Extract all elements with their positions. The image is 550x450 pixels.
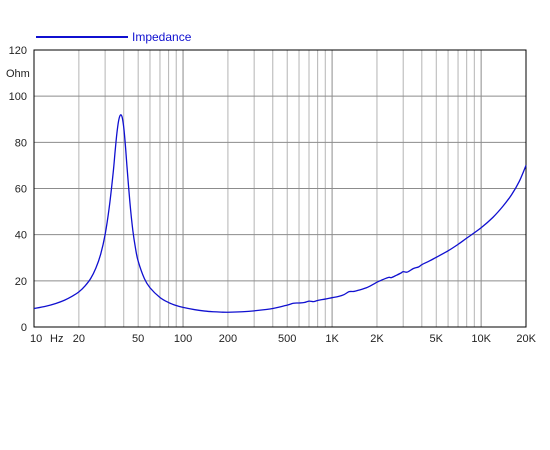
legend: Impedance xyxy=(36,30,192,44)
series-line-impedance xyxy=(33,114,527,313)
x-tick-label: 1K xyxy=(325,333,339,345)
y-tick-label: 40 xyxy=(15,230,27,242)
x-tick-label: 50 xyxy=(132,333,144,345)
x-tick-label: 10K xyxy=(471,333,491,345)
x-axis-unit-label: Hz xyxy=(50,333,63,345)
x-tick-label: 500 xyxy=(278,333,296,345)
x-tick-label: 2K xyxy=(370,333,384,345)
y-tick-label: 100 xyxy=(9,91,27,103)
y-tick-label: 0 xyxy=(21,322,27,334)
x-tick-label: 200 xyxy=(219,333,237,345)
x-tick-label: 100 xyxy=(174,333,192,345)
y-tick-label: 80 xyxy=(15,137,27,149)
grid xyxy=(33,49,527,328)
series-layer xyxy=(33,114,527,313)
y-axis-unit-label: Ohm xyxy=(6,68,30,80)
plot-frame xyxy=(33,49,527,328)
x-tick-label: 20K xyxy=(516,333,536,345)
x-tick-label: 10 xyxy=(30,333,42,345)
x-tick-label: 20 xyxy=(73,333,85,345)
y-tick-label: 20 xyxy=(15,276,27,288)
x-tick-label: 5K xyxy=(430,333,444,345)
tick-labels: 10 20 50 100 200 500 1K 2K 5K 10K 20K 0 20 40 60 80 100 1… xyxy=(9,45,537,345)
y-tick-label: 60 xyxy=(15,184,27,196)
y-tick-label: 120 xyxy=(9,45,27,57)
legend-label-impedance: Impedance xyxy=(132,30,192,44)
